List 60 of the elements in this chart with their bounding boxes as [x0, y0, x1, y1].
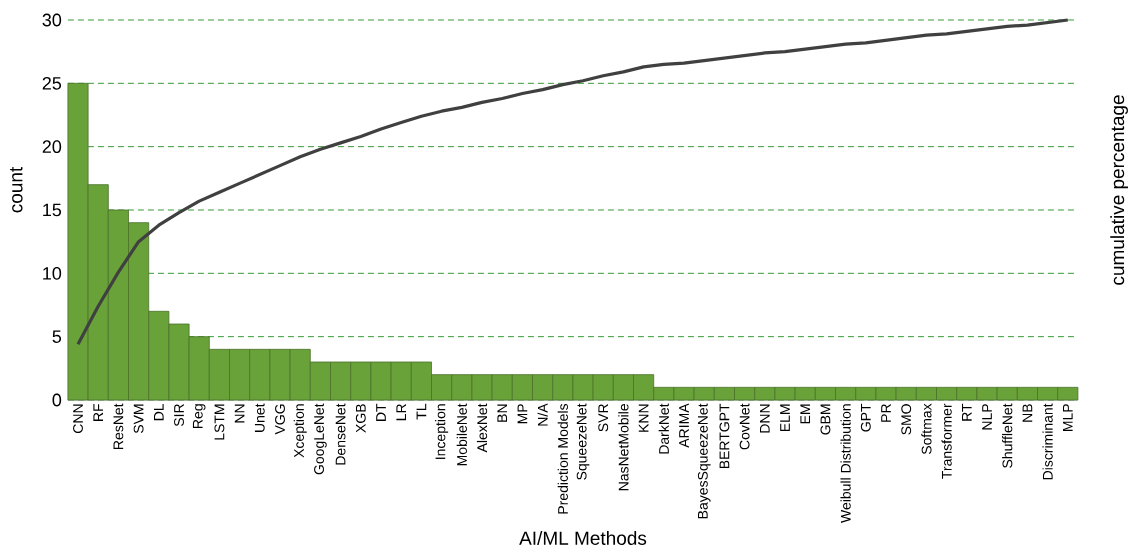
x-tick-label: TL — [416, 403, 427, 420]
y2-axis-title: cumulative percentage — [1110, 95, 1128, 285]
x-tick-label: CNN — [73, 404, 83, 434]
y-tick-label: 0 — [52, 393, 62, 407]
x-tick-label: DNN — [760, 404, 770, 433]
x-tick-label: Discriminant — [1042, 403, 1053, 480]
x-tick-label: NasNetMobile — [618, 404, 629, 491]
x-tick-label: SIR — [174, 404, 184, 427]
x-tick-label: SVR — [598, 404, 609, 432]
y-tick-label: 15 — [43, 203, 62, 217]
x-tick-label: MLP — [1063, 404, 1073, 432]
x-tick-label: N/A — [537, 403, 548, 426]
y-tick-label: 25 — [42, 76, 62, 90]
x-tick-label: BERTGPT — [719, 403, 730, 469]
x-tick-label: DT — [376, 403, 386, 421]
x-tick-label: Transformer — [941, 403, 952, 479]
x-tick-label: CovNet — [739, 403, 750, 450]
x-tick-label: XGB — [355, 404, 366, 433]
x-tick-label: Prediction Models — [557, 403, 568, 514]
x-tick-label: BayesSqueezeNet — [697, 403, 711, 519]
y-tick-label: 5 — [52, 330, 62, 343]
y-tick-label: 30 — [42, 13, 62, 27]
x-tick-label: ShuffleNet — [1002, 403, 1013, 468]
x-tick-label: Weibull Distribution — [840, 404, 851, 523]
x-tick-label: ELM — [780, 404, 790, 432]
x-tick-label: GPT — [860, 403, 871, 432]
x-tick-label: ARIMA — [679, 403, 689, 448]
x-tick-label: BN — [497, 404, 508, 422]
x-tick-label: DL — [153, 403, 164, 421]
x-tick-label: Reg — [192, 404, 206, 428]
x-tick-label: VGG — [275, 404, 285, 435]
x-tick-label: Softmax — [921, 403, 932, 455]
y-tick-label: 20 — [42, 140, 62, 154]
x-tick-label: LR — [396, 404, 407, 421]
x-tick-label: DenseNet — [335, 403, 346, 465]
y-tick-label: 10 — [43, 266, 62, 280]
x-tick-label: GoogLeNet — [314, 403, 327, 475]
x-tick-label: ResNet — [113, 403, 124, 449]
x-tick-label: NLP — [982, 404, 992, 430]
x-tick-label: SVM — [133, 404, 144, 434]
x-tick-label: NN — [234, 404, 245, 423]
x-tick-label: RT — [962, 403, 972, 421]
x-tick-label: KNN — [638, 404, 649, 432]
x-tick-label: AlexNet — [476, 403, 488, 453]
x-tick-label: SqueezeNet — [576, 403, 590, 480]
x-tick-label: MobileNet — [456, 403, 467, 466]
x-tick-label: GBM — [820, 404, 831, 435]
x-tick-label: Inception — [435, 404, 449, 459]
x-tick-label: PR — [881, 404, 891, 422]
x-tick-label: LSTM — [214, 404, 225, 440]
y-axis-title: count — [10, 166, 23, 213]
x-tick-label: RF — [93, 403, 104, 421]
x-tick-label: Unet — [254, 403, 265, 432]
x-tick-label: NB — [1022, 404, 1033, 422]
x-tick-label: SMO — [901, 404, 912, 435]
x-tick-label: Xception — [293, 404, 307, 458]
x-tick-label: EM — [800, 404, 811, 424]
x-tick-label: DarkNet — [658, 403, 669, 454]
x-tick-label: MP — [517, 404, 528, 424]
x-axis-title: AI/ML Methods — [519, 530, 647, 545]
